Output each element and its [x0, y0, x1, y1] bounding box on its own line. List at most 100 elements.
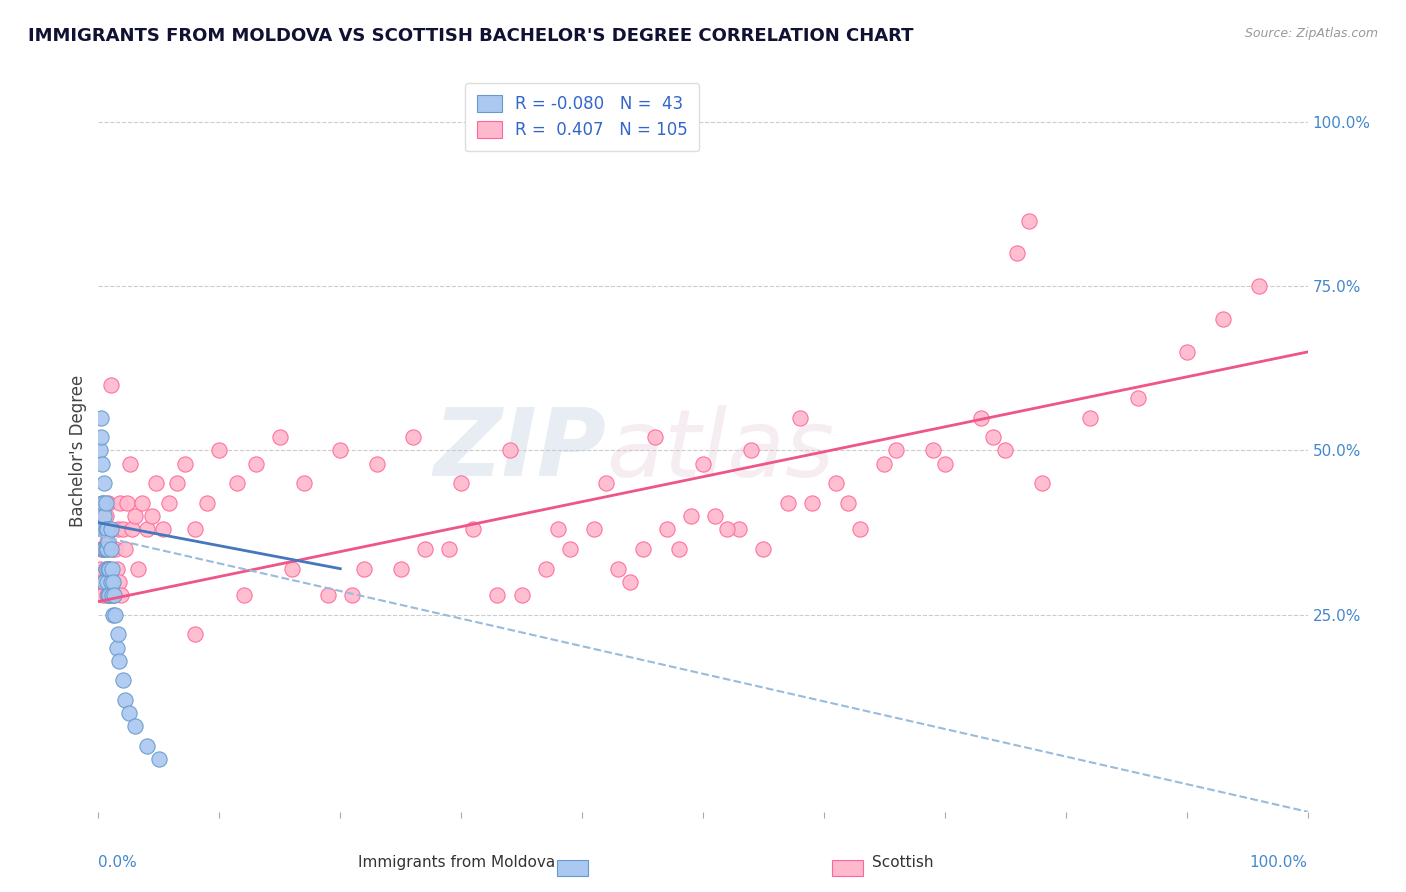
Point	[105, 640, 128, 655]
Point	[104, 607, 127, 622]
Point	[510, 588, 533, 602]
Point	[108, 496, 131, 510]
Point	[94, 562, 117, 576]
Point	[118, 706, 141, 721]
Point	[1007, 246, 1029, 260]
Point	[157, 496, 180, 510]
Point	[534, 562, 557, 576]
Point	[94, 509, 117, 524]
Point	[93, 574, 115, 589]
Point	[96, 535, 118, 549]
Point	[101, 607, 124, 622]
Point	[1018, 213, 1040, 227]
Point	[135, 739, 157, 753]
Point	[716, 522, 738, 536]
Point	[800, 496, 823, 510]
Point	[184, 627, 207, 641]
Point	[498, 443, 520, 458]
Point	[292, 476, 315, 491]
Point	[921, 443, 943, 458]
Point	[89, 443, 111, 458]
Point	[94, 562, 117, 576]
Text: Scottish: Scottish	[872, 855, 934, 870]
Point	[740, 443, 762, 458]
Point	[100, 377, 122, 392]
Point	[100, 541, 122, 556]
Point	[98, 588, 121, 602]
Point	[93, 574, 115, 589]
Point	[93, 476, 115, 491]
Point	[1212, 312, 1234, 326]
Point	[547, 522, 569, 536]
Point	[1175, 345, 1198, 359]
Point	[644, 430, 666, 444]
Point	[108, 574, 131, 589]
Point	[108, 654, 131, 668]
Point	[329, 443, 352, 458]
Point	[728, 522, 751, 536]
Point	[704, 509, 727, 524]
Point	[96, 541, 118, 556]
Point	[135, 522, 157, 536]
Legend: R = -0.080   N =  43, R =  0.407   N = 105: R = -0.080 N = 43, R = 0.407 N = 105	[465, 83, 699, 151]
Point	[486, 588, 509, 602]
Point	[131, 496, 153, 510]
Point	[107, 627, 129, 641]
Point	[111, 673, 134, 688]
Point	[1128, 391, 1150, 405]
Point	[93, 509, 115, 524]
Point	[558, 541, 581, 556]
Point	[970, 410, 993, 425]
Point	[105, 562, 128, 576]
Point	[89, 562, 111, 576]
Point	[96, 522, 118, 536]
Point	[208, 443, 231, 458]
Point	[103, 588, 125, 602]
Point	[1249, 279, 1271, 293]
Point	[232, 588, 254, 602]
Point	[90, 410, 112, 425]
Point	[100, 562, 122, 576]
Point	[873, 457, 896, 471]
Point	[111, 522, 134, 536]
Point	[402, 430, 425, 444]
Point	[607, 562, 630, 576]
Point	[184, 522, 207, 536]
Point	[166, 476, 188, 491]
Point	[631, 541, 654, 556]
Point	[114, 693, 136, 707]
Point	[145, 476, 167, 491]
Point	[96, 574, 118, 589]
Point	[91, 574, 114, 589]
Point	[97, 535, 120, 549]
Point	[94, 522, 117, 536]
Text: Immigrants from Moldova: Immigrants from Moldova	[359, 855, 555, 870]
Point	[93, 522, 115, 536]
Point	[463, 522, 485, 536]
Point	[100, 522, 122, 536]
Point	[692, 457, 714, 471]
Point	[100, 574, 122, 589]
Point	[90, 541, 112, 556]
Point	[281, 562, 304, 576]
Point	[174, 457, 197, 471]
Point	[849, 522, 872, 536]
Point	[450, 476, 472, 491]
Point	[110, 588, 132, 602]
Point	[107, 522, 129, 536]
Point	[124, 719, 146, 733]
Point	[245, 457, 267, 471]
Point	[789, 410, 811, 425]
Point	[114, 541, 136, 556]
Point	[94, 541, 117, 556]
Point	[583, 522, 606, 536]
Point	[668, 541, 690, 556]
Point	[994, 443, 1017, 458]
Point	[97, 496, 120, 510]
Text: IMMIGRANTS FROM MOLDOVA VS SCOTTISH BACHELOR'S DEGREE CORRELATION CHART: IMMIGRANTS FROM MOLDOVA VS SCOTTISH BACH…	[28, 27, 914, 45]
Point	[121, 522, 143, 536]
Point	[141, 509, 163, 524]
Point	[97, 562, 120, 576]
Point	[91, 522, 114, 536]
Point	[389, 562, 412, 576]
